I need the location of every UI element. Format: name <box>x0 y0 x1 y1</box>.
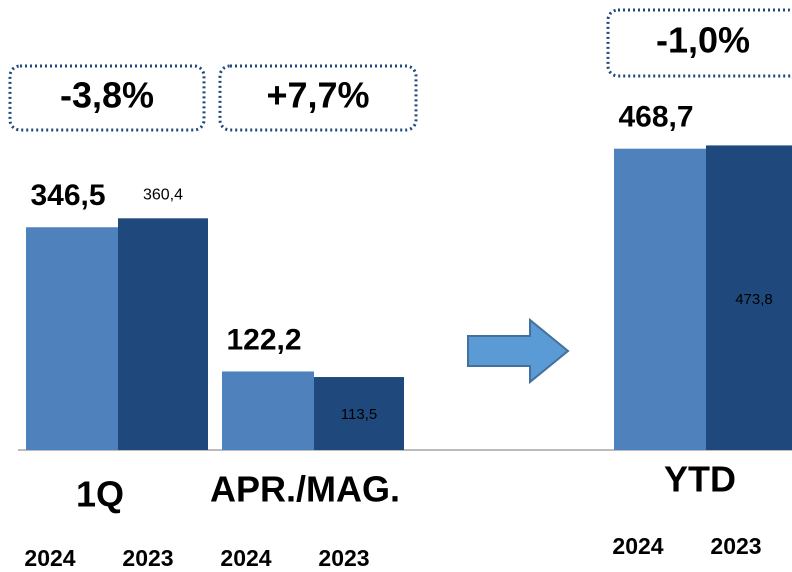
change-badge <box>8 64 206 132</box>
bar <box>314 377 404 450</box>
value-label: 473,8 <box>735 291 773 308</box>
category-label: APR./MAG. <box>210 469 400 510</box>
year-label: 2023 <box>710 533 761 559</box>
year-label: 2024 <box>24 545 75 571</box>
bar <box>118 218 208 450</box>
category-label: YTD <box>664 459 736 500</box>
change-label: +7,7% <box>266 75 369 116</box>
bar <box>706 145 792 450</box>
category-label: 1Q <box>76 474 124 515</box>
value-label: 122,2 <box>226 323 301 356</box>
value-label: 113,5 <box>341 406 377 423</box>
bar <box>26 227 118 450</box>
value-label: 346,5 <box>30 179 105 212</box>
year-label: 2023 <box>318 545 369 571</box>
year-label: 2024 <box>220 545 271 571</box>
value-label: 468,7 <box>618 101 693 134</box>
bar <box>614 148 706 450</box>
year-label: 2024 <box>612 533 663 559</box>
change-badge <box>218 64 418 132</box>
value-label: 360,4 <box>143 187 183 204</box>
year-label: 2023 <box>122 545 173 571</box>
change-label: -3,8% <box>60 75 154 116</box>
bar <box>222 371 314 450</box>
change-badge <box>606 8 792 78</box>
change-label: -1,0% <box>656 20 750 61</box>
arrow <box>467 317 570 385</box>
